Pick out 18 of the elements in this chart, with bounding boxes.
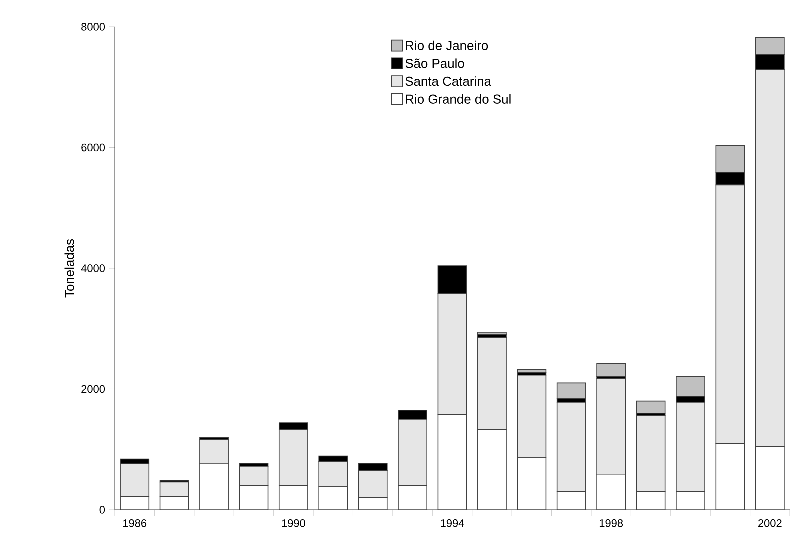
x-tick-label: 1994 [441,520,464,528]
y-axis-title: Toneladas [64,239,74,298]
legend-label: Santa Catarina [406,76,492,86]
legend-label: Rio Grande do Sul [406,94,511,104]
x-tick-label: 1998 [600,520,624,528]
y-tick-label: 0 [100,506,106,514]
y-tick-label: 4000 [81,264,106,272]
bar [556,382,586,400]
y-tick-label: 6000 [82,144,106,152]
legend-label: São Paulo [406,58,464,68]
x-tick-label: 2002 [758,520,782,528]
y-tick-label: 8000 [82,23,106,31]
bar [636,400,666,414]
bar [596,363,626,377]
legend-label: Rio de Janeiro [406,40,488,50]
x-tick-label: 1990 [282,520,306,528]
x-tick-label: 1986 [123,520,147,528]
y-tick-label: 2000 [82,385,106,394]
